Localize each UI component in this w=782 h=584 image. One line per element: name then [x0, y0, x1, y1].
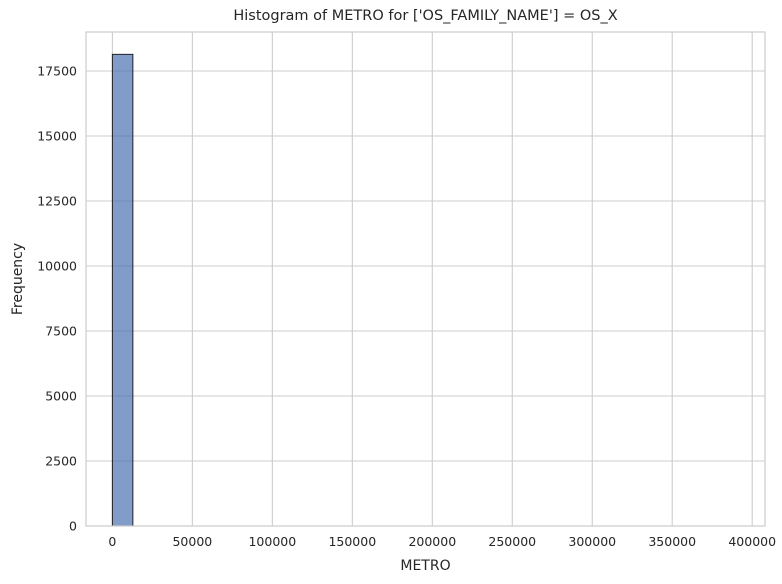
- x-tick-label: 350000: [648, 534, 696, 549]
- chart-title: Histogram of METRO for ['OS_FAMILY_NAME'…: [233, 8, 617, 24]
- histogram-bars: [111, 53, 134, 527]
- x-tick-label: 50000: [172, 534, 212, 549]
- x-tick-label: 150000: [328, 534, 376, 549]
- y-tick-label: 17500: [37, 64, 77, 79]
- x-tick-label: 0: [108, 534, 116, 549]
- x-axis-label: METRO: [400, 558, 450, 574]
- x-axis-ticks: 0 50000 100000 150000 200000 250000 300000 3500…: [108, 534, 776, 549]
- y-tick-label: 0: [69, 519, 77, 534]
- y-tick-label: 10000: [37, 259, 77, 274]
- y-axis-ticks: 0 2500 5000 7500 10000 12500 15000 17500: [37, 64, 77, 534]
- x-tick-label: 200000: [408, 534, 456, 549]
- x-tick-label: 250000: [488, 534, 536, 549]
- x-tick-label: 100000: [248, 534, 296, 549]
- y-tick-label: 7500: [45, 324, 77, 339]
- histogram-bar: [111, 53, 134, 527]
- y-tick-label: 15000: [37, 129, 77, 144]
- y-tick-label: 12500: [37, 194, 77, 209]
- x-tick-label: 300000: [568, 534, 616, 549]
- y-axis-label: Frequency: [10, 243, 26, 315]
- y-tick-label: 2500: [45, 454, 77, 469]
- x-tick-label: 400000: [728, 534, 776, 549]
- y-tick-label: 5000: [45, 389, 77, 404]
- grid-lines: [86, 32, 765, 527]
- plot-frame: [85, 31, 766, 527]
